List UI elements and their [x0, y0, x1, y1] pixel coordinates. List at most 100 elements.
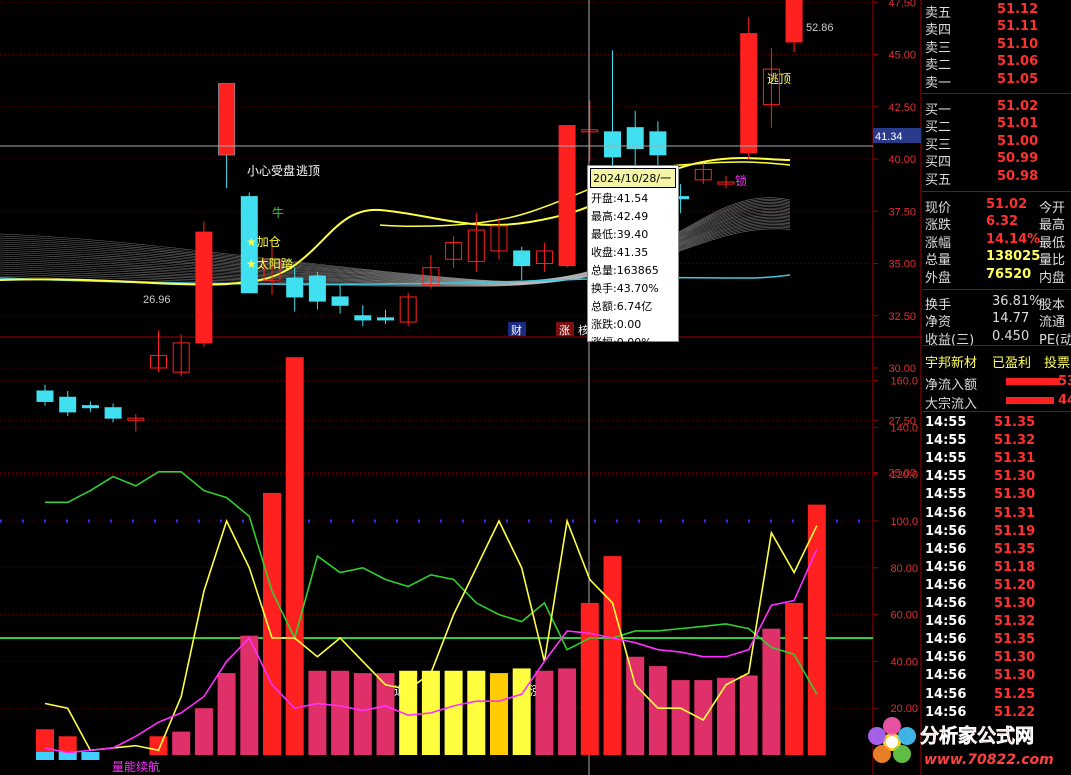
tick-row[interactable]: 14:55 51.32 — [922, 432, 1071, 450]
quote-value: 14.14% — [986, 231, 1041, 247]
tick-row[interactable]: 14:56 51.30 — [922, 649, 1071, 667]
tick-row[interactable]: 14:56 51.30 — [922, 595, 1071, 613]
tick-price: 51.19 — [994, 523, 1036, 539]
kline-chart[interactable]: 52.5050.0047.5045.0042.5040.0037.5035.00… — [0, 0, 922, 775]
candle-body — [172, 342, 190, 373]
quote-tail: 内盘 — [1039, 270, 1066, 286]
candle-body — [649, 131, 667, 156]
tick-row[interactable]: 14:56 51.31 — [922, 505, 1071, 523]
ask-row[interactable]: 卖一 51.05 — [922, 71, 1071, 91]
stock-name: 宇邦新材 — [925, 356, 978, 371]
tick-price: 51.30 — [994, 469, 1036, 485]
extra-value: 14.77 — [992, 311, 1030, 327]
cloud-line — [0, 215, 791, 285]
flow-row[interactable]: 大宗流入 44 — [922, 392, 1071, 412]
ask-price: 51.05 — [997, 71, 1039, 87]
flow-bar — [1006, 378, 1060, 385]
candle-body — [59, 396, 77, 413]
tick-row[interactable]: 14:56 51.22 — [922, 704, 1071, 722]
extra-value: 36.81% — [992, 294, 1042, 309]
volume-tick-label: 40.00 — [890, 656, 918, 668]
cloud-line — [0, 213, 791, 284]
quote-tail: 量比 — [1039, 253, 1066, 269]
volume-bar — [807, 504, 826, 755]
stock-info[interactable]: 宇邦新材 已盈利 投票 — [922, 351, 1071, 371]
tick-time: 14:56 — [925, 523, 967, 539]
tick-row[interactable]: 14:56 51.30 — [922, 667, 1071, 685]
volume-bar — [172, 731, 191, 755]
tick-row[interactable]: 14:56 51.18 — [922, 559, 1071, 577]
ma-line-lower — [379, 161, 791, 227]
quote-tail: 今开 — [1039, 201, 1066, 216]
tick-row[interactable]: 14:55 51.30 — [922, 468, 1071, 486]
flow-row[interactable]: 净流入额 53 — [922, 373, 1071, 393]
tick-time: 14:56 — [925, 614, 967, 630]
panel-divider — [922, 93, 1071, 94]
low-price-label: 26.96 — [143, 294, 171, 306]
tooltip-line: 收盘:41.35 — [591, 246, 649, 259]
tick-row[interactable]: 14:56 51.25 — [922, 686, 1071, 704]
cloud-line — [0, 221, 791, 286]
candle-body — [377, 317, 394, 321]
extra-row[interactable]: 换手 36.81% 股本 — [922, 293, 1071, 313]
tick-row[interactable]: 14:56 51.19 — [922, 523, 1071, 541]
tick-price: 51.30 — [994, 668, 1036, 684]
extra-tail: 股本 — [1039, 298, 1066, 313]
tick-row[interactable]: 14:56 51.32 — [922, 613, 1071, 631]
bid-label: 买二 — [925, 120, 952, 136]
volume-tick-label: 80.00 — [890, 563, 918, 575]
candle-tooltip: 2024/10/28/一 开盘:41.54 最高:42.49 最低:39.40 收盘:… — [587, 165, 679, 349]
quote-row[interactable]: 涨幅 14.14% 最低 — [922, 231, 1071, 251]
quote-row[interactable]: 现价 51.02 今开 — [922, 196, 1071, 216]
bid-price: 50.99 — [997, 151, 1039, 167]
tick-time: 14:55 — [925, 433, 967, 449]
quote-label: 涨跌 — [925, 218, 952, 234]
bid-row[interactable]: 买三 51.00 — [922, 133, 1071, 153]
candle-body — [286, 277, 304, 298]
bid-row[interactable]: 买四 50.99 — [922, 150, 1071, 170]
tick-row[interactable]: 14:56 51.35 — [922, 541, 1071, 559]
candle-body — [490, 225, 508, 252]
candle-body — [535, 250, 553, 265]
candle-body — [354, 315, 372, 321]
volume-tick-label: 140.0 — [890, 422, 918, 434]
bid-row[interactable]: 买二 51.01 — [922, 115, 1071, 136]
volume-bar — [285, 357, 304, 755]
flow-bar — [1006, 397, 1054, 404]
volume-bar — [490, 673, 508, 755]
tooltip-line: 涨跌:0.00 — [591, 318, 642, 331]
ask-label: 卖一 — [925, 75, 952, 91]
extra-label: 净资 — [925, 315, 952, 331]
ask-row[interactable]: 卖三 51.10 — [922, 36, 1071, 56]
extra-row[interactable]: 收益(三) 0.450 PE(动 — [922, 328, 1071, 348]
extra-tail: PE(动 — [1039, 332, 1071, 348]
ask-row[interactable]: 卖四 51.11 — [922, 18, 1071, 38]
candle-body — [694, 168, 712, 181]
cloud-line — [0, 218, 791, 285]
green-indicator-line — [45, 471, 818, 695]
ask-label: 卖二 — [925, 58, 952, 74]
tick-row[interactable]: 14:55 51.30 — [922, 486, 1071, 504]
quote-row[interactable]: 外盘 76520 内盘 — [922, 266, 1071, 286]
flow-label: 净流入额 — [925, 378, 978, 393]
bid-row[interactable]: 买五 50.98 — [922, 168, 1071, 188]
lock-label: 锁 — [735, 173, 747, 188]
ask-row[interactable]: 卖五 51.12 — [922, 1, 1071, 21]
quote-row[interactable]: 总量 138025 量比 — [922, 248, 1071, 269]
tick-row[interactable]: 14:55 51.35 — [922, 414, 1071, 432]
tick-row[interactable]: 14:55 51.31 — [922, 450, 1071, 468]
ask-row[interactable]: 卖二 51.06 — [922, 53, 1071, 74]
tick-row[interactable]: 14:56 51.20 — [922, 577, 1071, 595]
cloud-line — [0, 203, 791, 283]
volume-bar — [58, 736, 77, 755]
current-price-marker — [873, 128, 921, 143]
price-tick-label: 35.00 — [888, 259, 916, 271]
tick-row[interactable]: 14:56 51.35 — [922, 631, 1071, 649]
extra-row[interactable]: 净资 14.77 流通 — [922, 310, 1071, 331]
extra-label: 收益(三) — [925, 332, 975, 348]
tooltip-line: 涨幅:0.00% — [591, 336, 652, 349]
volume-bar — [217, 673, 236, 755]
quote-row[interactable]: 涨跌 6.32 最高 — [922, 213, 1071, 234]
bid-row[interactable]: 买一 51.02 — [922, 98, 1071, 118]
yellow-indicator-line — [44, 517, 818, 752]
